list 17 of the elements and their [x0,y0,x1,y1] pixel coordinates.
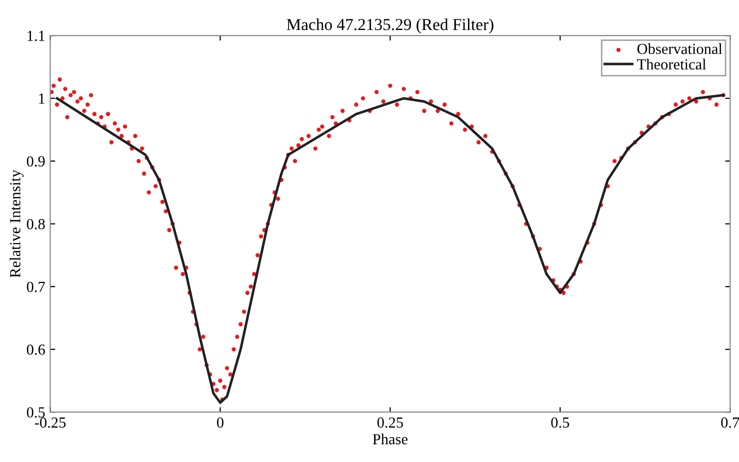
y-tick-label: 0.5 [26,407,45,418]
x-axis-title: Phase [372,434,408,444]
y-tick-label: 1 [39,94,44,104]
x-tick-label: 0.7 [721,417,739,428]
legend-label: Theoretical [637,58,706,70]
y-tick-label: 1.1 [28,30,44,42]
y-tick-label: 0.9 [26,156,45,167]
y-tick-label: 0.6 [26,344,45,355]
y-tick-label: 0.8 [26,218,45,230]
x-tick-label: -0.25 [34,417,66,428]
chart-title: Macho 47.2135.29 (Red Filter) [286,18,494,34]
x-tick-label: 0.5 [551,417,570,428]
x-tick-label: 0.25 [377,417,403,428]
y-tick-label: 0.7 [26,282,45,292]
x-tick-label: 0 [216,417,224,428]
y-axis-title: Relative Intensity [10,170,24,278]
legend-label: Observational [637,43,722,54]
